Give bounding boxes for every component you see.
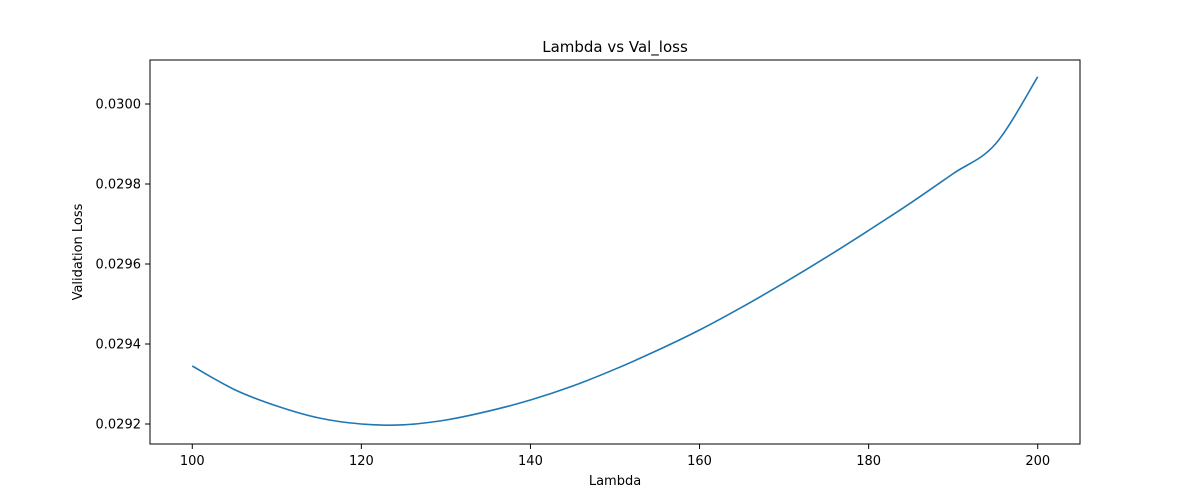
y-tick-label: 0.0296: [96, 258, 142, 273]
y-tick-label: 0.0300: [96, 98, 142, 113]
x-tick-label: 160: [687, 454, 712, 469]
x-axis-ticks: 100 120 140 160 180 200: [180, 444, 1050, 469]
series-layer: [191, 76, 1039, 426]
x-tick-label: 100: [180, 454, 205, 469]
plot-frame: [149, 59, 1081, 445]
x-tick-label: 180: [856, 454, 881, 469]
y-tick-label: 0.0298: [96, 178, 142, 193]
x-tick-label: 120: [349, 454, 374, 469]
y-tick-label: 0.0294: [96, 338, 142, 353]
y-axis-label: Validation Loss: [71, 203, 86, 300]
y-tick-label: 0.0292: [96, 418, 142, 433]
x-tick-label: 140: [518, 454, 543, 469]
y-axis-ticks: 0.0292 0.0294 0.0296 0.0298 0.0300: [96, 98, 150, 433]
series-line: [191, 76, 1039, 426]
chart-title: Lambda vs Val_loss: [542, 38, 688, 57]
x-axis-label: Lambda: [589, 474, 641, 489]
x-tick-label: 200: [1025, 454, 1050, 469]
